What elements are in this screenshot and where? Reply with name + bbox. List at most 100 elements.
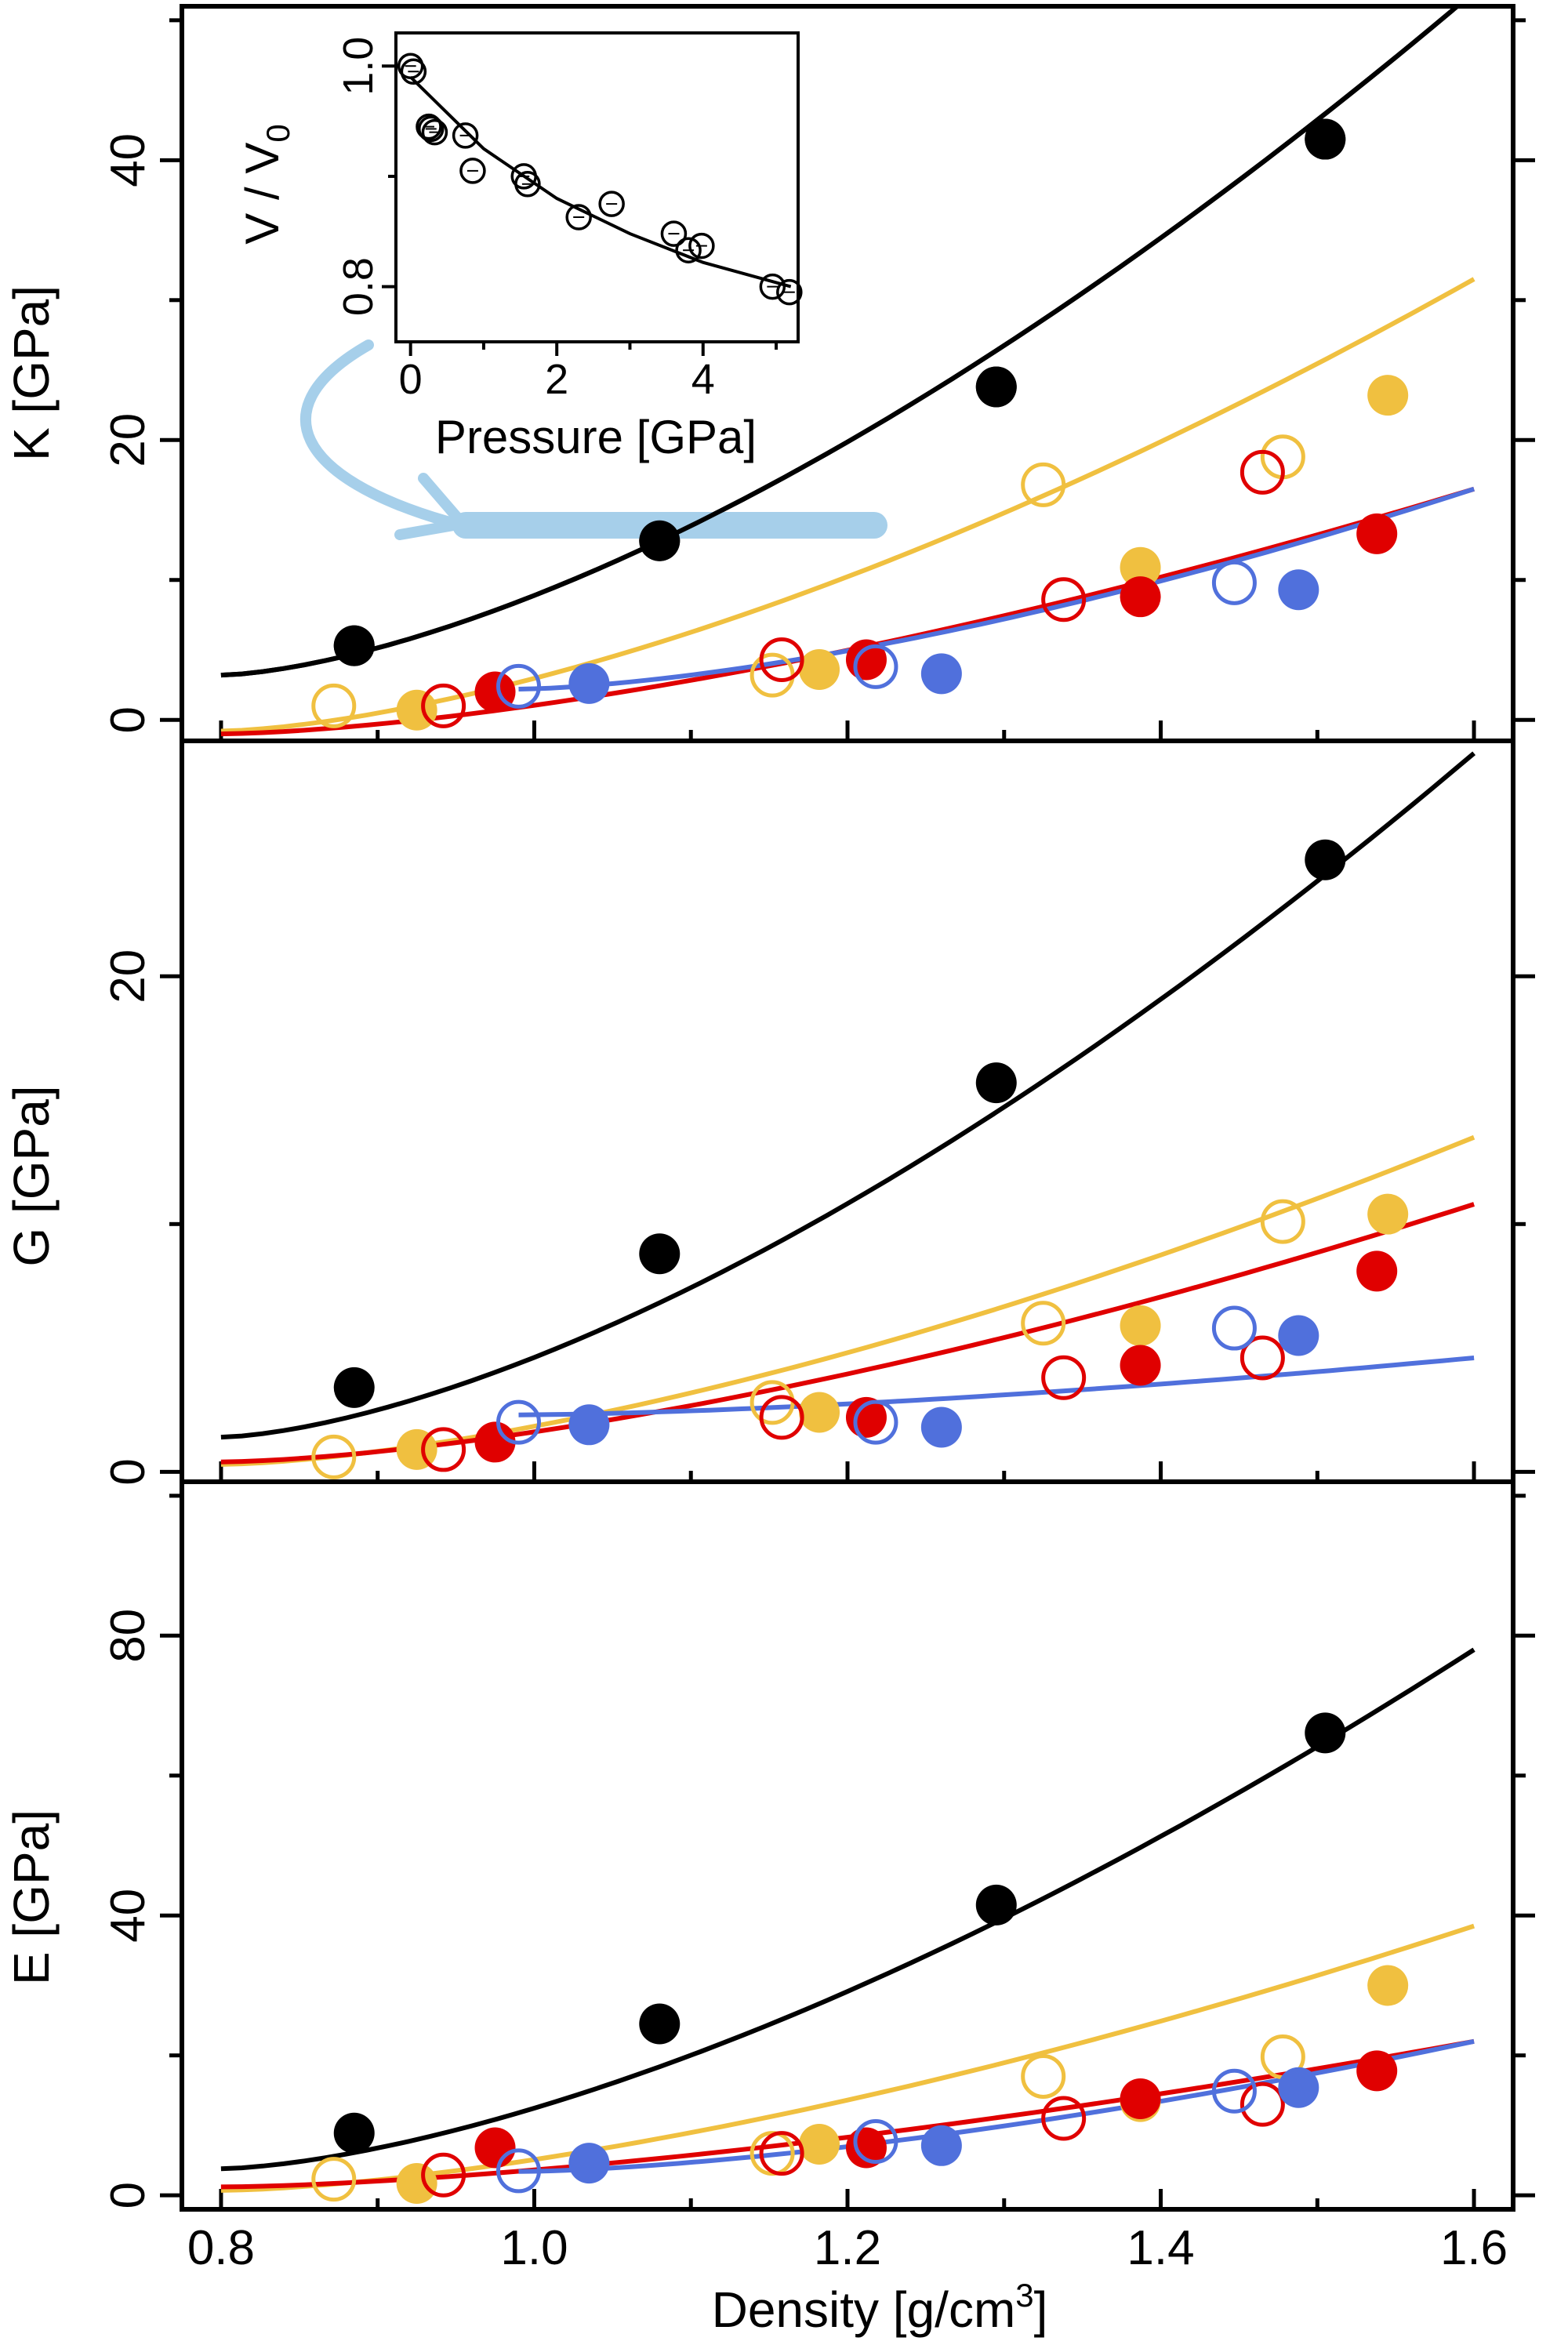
fit-K-blue [518, 486, 1475, 691]
inset-xlabel: Pressure [GPa] [435, 411, 757, 463]
inset-ylabel-main: V / V [236, 143, 289, 245]
inset-plot: 0 2 4 0.8 1.0 [335, 31, 803, 403]
inset-point-5 [452, 122, 479, 149]
inset-ylabel: V / V0 [236, 124, 296, 244]
point-open-G-red-2 [1041, 1355, 1087, 1400]
point-filled-G-red-0 [474, 1421, 516, 1463]
inset-point-9 [565, 204, 592, 230]
ylabel-K: K [GPa] [3, 285, 60, 461]
inset-point-4 [418, 115, 445, 143]
point-open-K-blue-1 [853, 644, 898, 689]
fit-E-black [220, 1647, 1475, 2172]
inset-point-14 [759, 273, 786, 300]
point-filled-G-black-2 [975, 1062, 1017, 1104]
point-filled-G-yellow-2 [1120, 1305, 1161, 1346]
point-open-G-red-3 [1240, 1335, 1285, 1381]
point-filled-G-black-3 [1305, 839, 1346, 880]
xtick-label-1.6: 1.6 [1440, 2221, 1508, 2275]
inset-point-8 [514, 171, 541, 198]
point-filled-K-red-3 [1356, 513, 1398, 554]
inset-point-11 [660, 220, 688, 247]
point-filled-E-blue-0 [568, 2143, 610, 2184]
point-filled-G-red-2 [1120, 1345, 1161, 1386]
inset-xtick-label-2: 2 [545, 356, 568, 403]
point-filled-G-black-0 [333, 1367, 375, 1408]
ytick-label-K-20: 20 [101, 413, 155, 467]
point-open-K-blue-2 [1211, 560, 1257, 605]
fit-E-blue [518, 2038, 1475, 2174]
panel-G: 0 20 [101, 739, 1535, 1486]
ytick-label-G-20: 20 [101, 949, 155, 1004]
point-filled-E-blue-2 [1278, 2067, 1319, 2108]
inset-point-3 [421, 118, 448, 146]
ytick-label-E-40: 40 [101, 1889, 155, 1943]
frame-K [180, 4, 1515, 743]
point-open-G-blue-2 [1211, 1305, 1257, 1351]
xtick-label-0.8: 0.8 [187, 2221, 255, 2275]
point-open-G-yellow-2 [1021, 1301, 1066, 1346]
frame-E [180, 1479, 1515, 2212]
point-open-K-red-1 [759, 637, 804, 682]
inset-point-15 [776, 278, 803, 306]
xlabel-density-end: ] [1034, 2281, 1048, 2338]
xlabel-density: Density [g/cm3] [712, 2277, 1048, 2338]
inset-xtick-label-4: 4 [691, 356, 715, 403]
panel-E: 0 40 80 [101, 1479, 1535, 2212]
annotation-arrowhead [394, 473, 468, 540]
ytick-label-K-0: 0 [101, 706, 155, 733]
ytick-label-E-80: 80 [101, 1609, 155, 1663]
point-open-E-blue-1 [853, 2118, 898, 2164]
point-filled-E-black-1 [639, 2003, 681, 2045]
point-open-G-red-0 [421, 1427, 466, 1472]
point-filled-K-blue-1 [920, 653, 962, 695]
inset-fit [409, 75, 792, 289]
point-filled-K-black-overlay-2 [975, 366, 1017, 408]
inset-xtick-label-0: 0 [399, 356, 423, 403]
point-filled-E-blue-1 [920, 2125, 962, 2166]
point-open-K-yellow-1 [750, 652, 795, 698]
fit-G-blue [518, 1356, 1475, 1417]
point-open-G-yellow-3 [1260, 1199, 1305, 1244]
point-filled-K-yellow-2 [1120, 546, 1161, 588]
inset-point-12 [675, 237, 702, 263]
point-open-E-yellow-2 [1021, 2053, 1066, 2099]
point-open-K-red-3 [1240, 449, 1285, 495]
point-filled-G-yellow-3 [1367, 1193, 1409, 1235]
point-open-K-red-0 [421, 683, 466, 728]
point-filled-E-red-0 [474, 2127, 516, 2169]
inset-ytick-label-1: 1.0 [335, 37, 382, 96]
point-filled-G-black-1 [639, 1233, 681, 1275]
inset-point-6 [459, 158, 486, 184]
ytick-label-K-40: 40 [101, 133, 155, 187]
ylabel-E: E [GPa] [3, 1809, 60, 1985]
point-open-K-blue-0 [495, 663, 541, 709]
point-open-K-yellow-2 [1021, 462, 1066, 507]
point-open-E-yellow-1 [750, 2131, 795, 2176]
annotation-arrow [300, 339, 452, 527]
point-open-E-red-2 [1041, 2096, 1087, 2141]
point-filled-K-blue-2 [1278, 569, 1319, 611]
inset-frame [394, 31, 800, 343]
point-filled-G-red-3 [1356, 1250, 1398, 1292]
point-filled-G-blue-2 [1278, 1315, 1319, 1356]
point-filled-E-black-2 [975, 1884, 1017, 1926]
inset-ylabel-sub: 0 [260, 124, 296, 142]
point-open-E-red-0 [421, 2152, 466, 2198]
point-filled-K-black-overlay-3 [1305, 118, 1346, 160]
xlabel-density-main: Density [g/cm [712, 2281, 1016, 2338]
fit-G-black [220, 751, 1476, 1440]
point-filled-E-red-2 [1120, 2078, 1161, 2120]
point-open-E-red-3 [1240, 2082, 1285, 2127]
inset-point-1 [400, 58, 427, 85]
point-filled-K-yellow-3 [1367, 375, 1409, 416]
xtick-label-1.0: 1.0 [500, 2221, 568, 2275]
point-open-E-blue-0 [495, 2148, 541, 2194]
point-open-G-blue-1 [853, 1399, 898, 1445]
point-open-G-yellow-0 [311, 1434, 357, 1479]
point-filled-E-black-3 [1305, 1712, 1346, 1754]
point-open-E-red-1 [759, 2131, 804, 2176]
ylabel-G: G [GPa] [3, 1085, 60, 1266]
inset-point-13 [688, 232, 715, 260]
